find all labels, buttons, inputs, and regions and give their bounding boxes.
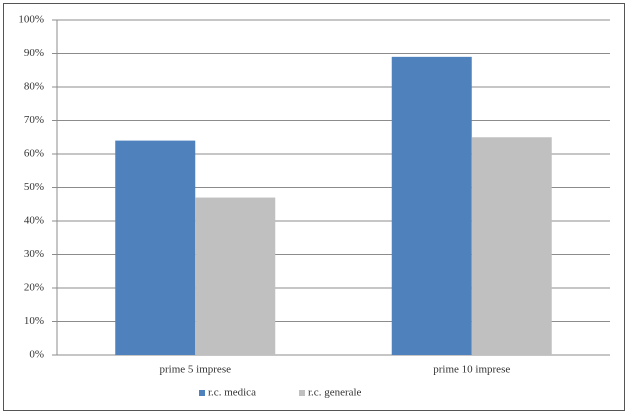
legend-label: r.c. medica [208,387,256,399]
y-tick-label: 70% [24,114,44,126]
y-tick-label: 90% [24,47,44,59]
y-tick-label: 30% [24,248,44,260]
bar [115,140,196,355]
x-tick-label: prime 5 imprese [160,364,232,376]
y-tick-label: 10% [24,315,44,327]
y-tick-label: 50% [24,181,44,193]
bar [471,137,552,355]
x-tick-label: prime 10 imprese [433,364,510,376]
bar [195,197,276,355]
y-tick-label: 0% [29,349,44,361]
y-tick-label: 40% [24,215,44,227]
legend-swatch [199,390,205,396]
y-tick-label: 20% [24,282,44,294]
legend-label: r.c. generale [308,387,362,399]
y-tick-label: 100% [18,14,44,26]
y-tick-label: 80% [24,81,44,93]
bar [391,56,472,355]
legend-swatch [299,390,305,396]
y-tick-label: 60% [24,148,44,160]
